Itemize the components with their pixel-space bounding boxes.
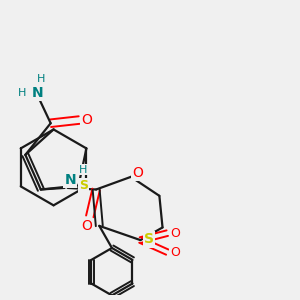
Text: O: O [132, 166, 143, 180]
Text: H: H [37, 74, 45, 84]
Text: H: H [18, 88, 26, 98]
Text: S: S [79, 179, 88, 192]
Text: O: O [170, 246, 180, 259]
Text: H: H [79, 165, 88, 175]
Text: S: S [144, 232, 154, 247]
Text: N: N [32, 86, 44, 100]
Text: O: O [170, 226, 180, 240]
Text: N: N [64, 173, 76, 187]
Text: O: O [82, 113, 92, 127]
Text: O: O [81, 219, 92, 233]
